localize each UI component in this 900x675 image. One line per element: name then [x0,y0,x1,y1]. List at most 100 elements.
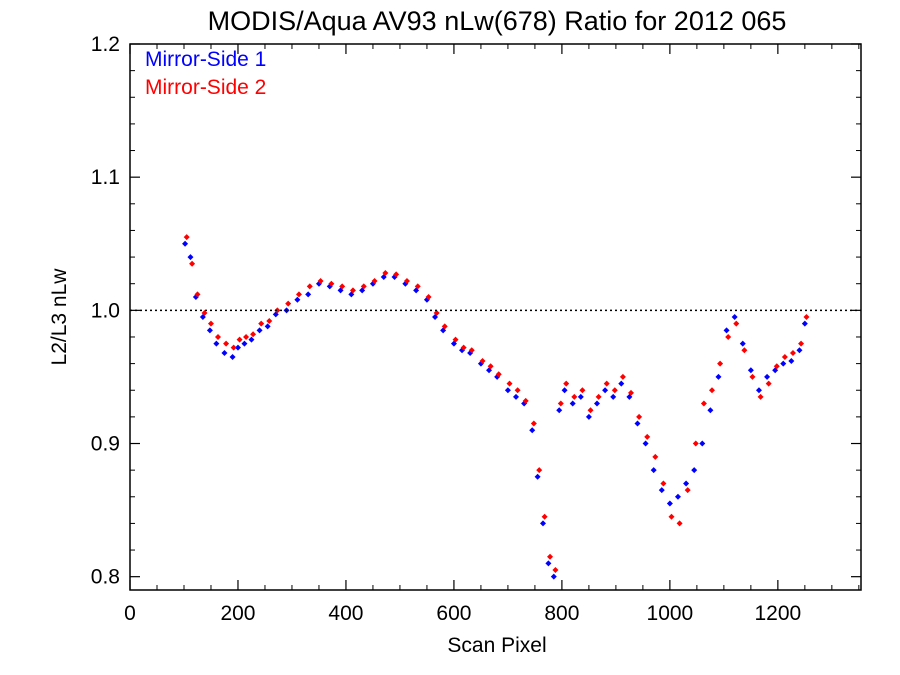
data-point [243,333,250,340]
data-point [513,393,520,400]
data-point [349,287,356,294]
data-point [250,331,257,338]
data-point [691,467,698,474]
data-point [749,373,756,380]
data-point [213,340,220,347]
data-point [642,440,649,447]
legend: Mirror-Side 1 Mirror-Side 2 [145,48,266,99]
data-point [223,340,230,347]
data-point [230,344,237,351]
data-point [183,234,190,241]
data-point [530,420,537,427]
data-point [294,296,301,303]
data-point [452,336,459,343]
data-point [360,283,367,290]
data-point [403,278,410,285]
data-point [587,407,594,414]
x-tick-label: 0 [124,602,136,625]
x-tick-label: 800 [544,602,579,625]
data-point [765,380,772,387]
data-point [676,520,683,527]
data-point [668,513,675,520]
data-point [229,353,236,360]
data-point [460,344,467,351]
data-point [683,480,690,487]
data-point [393,271,400,278]
data-point [540,520,547,527]
series-2 [183,234,810,574]
data-point [611,387,618,394]
data-point [628,389,635,396]
x-tick-label: 200 [220,602,255,625]
data-point [479,357,486,364]
data-point [547,553,554,560]
data-point [699,440,706,447]
data-point [619,373,626,380]
data-point [731,314,738,320]
data-point [536,467,543,474]
data-point [306,283,313,290]
data-point [182,240,189,247]
data-point [206,327,213,334]
x-axis-label: Scan Pixel [447,634,546,657]
y-tick-label: 0.9 [91,433,120,456]
data-point [339,283,346,290]
axes: 0 200 400 600 800 1000 1200 0.8 0.9 1.0 1.1 1.2 [91,33,861,625]
data-point [764,373,771,380]
data-point [577,393,584,400]
data-point [780,360,787,367]
data-point [603,380,610,387]
data-point [441,323,448,330]
data-point [725,333,732,340]
chart-title: MODIS/Aqua AV93 nLw(678) Ratio for 2012 … [208,6,787,36]
data-point [618,380,625,387]
data-point [798,340,805,347]
x-tick-label: 1000 [647,602,694,625]
data-point [433,310,440,317]
y-tick-label: 0.8 [91,566,120,589]
data-point [650,467,657,474]
data-point [579,387,586,394]
data-point [328,280,335,287]
data-point [747,367,754,374]
data-point [692,440,699,447]
data-point [741,347,748,354]
data-point [788,357,795,364]
data-point [660,480,667,487]
data-point [541,513,548,520]
data-point [264,323,271,330]
data-point [569,400,576,407]
data-point [285,300,292,307]
x-tick-label: 400 [328,602,363,625]
data-point [717,360,724,367]
data-point [487,363,494,370]
data-point [550,573,557,580]
data-point [522,397,529,404]
data-point [561,387,568,394]
data-point [634,420,641,427]
data-point [796,347,803,354]
data-point [266,317,273,324]
data-point [684,487,691,494]
data-point [666,500,673,507]
data-point [221,349,228,356]
data-point [781,353,788,360]
data-point [189,260,196,267]
data-point [707,407,714,414]
data-point [194,291,201,298]
data-point [258,320,265,327]
data-point [557,400,564,407]
y-tick-label: 1.1 [91,166,120,189]
data-point [652,453,659,460]
data-point [317,278,324,285]
series-1 [182,240,808,580]
legend-item-mirror-side-2: Mirror-Side 2 [145,76,266,99]
data-point [571,393,578,400]
y-tick-label: 1.0 [91,299,120,322]
data-point [425,294,432,301]
data-point [563,380,570,387]
data-point [700,400,707,407]
data-point [371,278,378,285]
data-point [236,336,243,343]
data-point [241,340,248,347]
